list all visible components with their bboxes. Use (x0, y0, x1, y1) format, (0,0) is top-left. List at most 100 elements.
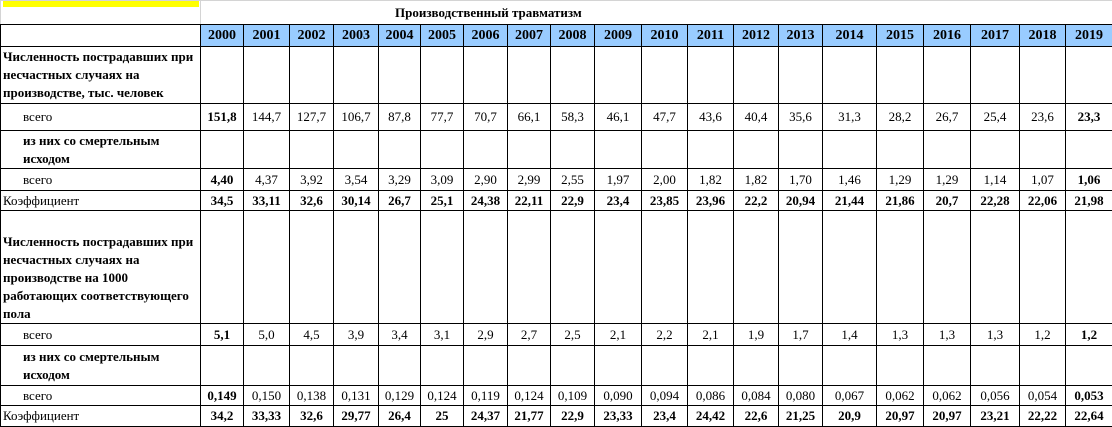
year-header: 2015 (877, 25, 924, 47)
value-cell: 43,6 (688, 104, 734, 131)
year-header: 2002 (290, 25, 334, 47)
empty-cell (244, 346, 290, 386)
value-cell: 22,9 (551, 191, 595, 211)
section-row: из них со смертельным исходом (1, 131, 1112, 169)
value-cell: 0,053 (1066, 386, 1112, 406)
empty-cell (201, 131, 244, 169)
value-cell: 23,6 (1020, 104, 1066, 131)
empty-cell (508, 211, 551, 324)
value-cell: 22,22 (1020, 406, 1066, 427)
value-cell: 151,8 (201, 104, 244, 131)
empty-cell (379, 47, 421, 104)
value-cell: 20,7 (924, 191, 971, 211)
value-cell: 30,14 (334, 191, 379, 211)
value-cell: 0,131 (334, 386, 379, 406)
empty-cell (1066, 131, 1112, 169)
empty-cell (877, 346, 924, 386)
empty-cell (734, 47, 779, 104)
empty-cell (642, 346, 688, 386)
empty-cell (290, 131, 334, 169)
row-label: из них со смертельным исходом (1, 131, 201, 169)
value-cell: 0,084 (734, 386, 779, 406)
year-header: 2013 (779, 25, 823, 47)
value-cell: 0,149 (201, 386, 244, 406)
value-cell: 23,85 (642, 191, 688, 211)
value-cell: 2,7 (508, 324, 551, 346)
value-cell: 23,33 (595, 406, 642, 427)
value-cell: 0,062 (924, 386, 971, 406)
empty-cell (244, 131, 290, 169)
empty-cell (1020, 346, 1066, 386)
value-cell: 22,2 (734, 191, 779, 211)
empty-cell (464, 131, 508, 169)
value-cell: 34,2 (201, 406, 244, 427)
value-cell: 0,124 (508, 386, 551, 406)
empty-cell (1020, 131, 1066, 169)
value-cell: 3,54 (334, 169, 379, 191)
value-cell: 3,09 (421, 169, 464, 191)
empty-cell (595, 131, 642, 169)
value-cell: 58,3 (551, 104, 595, 131)
empty-cell (379, 131, 421, 169)
value-cell: 2,5 (551, 324, 595, 346)
empty-cell (464, 346, 508, 386)
row-label: всего (1, 169, 201, 191)
value-cell: 1,4 (823, 324, 877, 346)
empty-cell (1066, 211, 1112, 324)
year-header: 2016 (924, 25, 971, 47)
blank-cell (1, 25, 201, 47)
year-header: 2008 (551, 25, 595, 47)
value-cell: 0,119 (464, 386, 508, 406)
empty-cell (508, 346, 551, 386)
value-cell: 70,7 (464, 104, 508, 131)
value-cell: 0,067 (823, 386, 877, 406)
table-title: Производственный травматизм (201, 1, 1112, 25)
year-header: 2004 (379, 25, 421, 47)
empty-cell (779, 346, 823, 386)
value-cell: 1,2 (1020, 324, 1066, 346)
empty-cell (734, 346, 779, 386)
value-cell: 40,4 (734, 104, 779, 131)
value-cell: 34,5 (201, 191, 244, 211)
empty-cell (244, 211, 290, 324)
row-label: Коэффициент (1, 406, 201, 427)
year-header: 2009 (595, 25, 642, 47)
empty-cell (201, 211, 244, 324)
empty-cell (924, 131, 971, 169)
empty-cell (823, 211, 877, 324)
value-cell: 23,21 (971, 406, 1020, 427)
year-header: 2019 (1066, 25, 1112, 47)
row-label: всего (1, 104, 201, 131)
value-cell: 26,4 (379, 406, 421, 427)
empty-cell (971, 131, 1020, 169)
value-cell: 1,29 (924, 169, 971, 191)
empty-cell (823, 346, 877, 386)
empty-cell (877, 211, 924, 324)
corner-cell (1, 1, 201, 25)
empty-cell (595, 211, 642, 324)
value-cell: 1,9 (734, 324, 779, 346)
empty-cell (201, 346, 244, 386)
value-cell: 127,7 (290, 104, 334, 131)
value-cell: 1,29 (877, 169, 924, 191)
value-cell: 20,97 (924, 406, 971, 427)
empty-cell (290, 47, 334, 104)
value-cell: 25 (421, 406, 464, 427)
empty-cell (779, 47, 823, 104)
empty-cell (688, 131, 734, 169)
value-cell: 0,080 (779, 386, 823, 406)
title-row: Производственный травматизм (1, 1, 1112, 25)
value-cell: 1,2 (1066, 324, 1112, 346)
value-cell: 24,42 (688, 406, 734, 427)
empty-cell (1020, 211, 1066, 324)
empty-cell (779, 131, 823, 169)
value-cell: 1,70 (779, 169, 823, 191)
empty-cell (1066, 346, 1112, 386)
empty-cell (1066, 47, 1112, 104)
empty-cell (924, 211, 971, 324)
value-cell: 5,1 (201, 324, 244, 346)
